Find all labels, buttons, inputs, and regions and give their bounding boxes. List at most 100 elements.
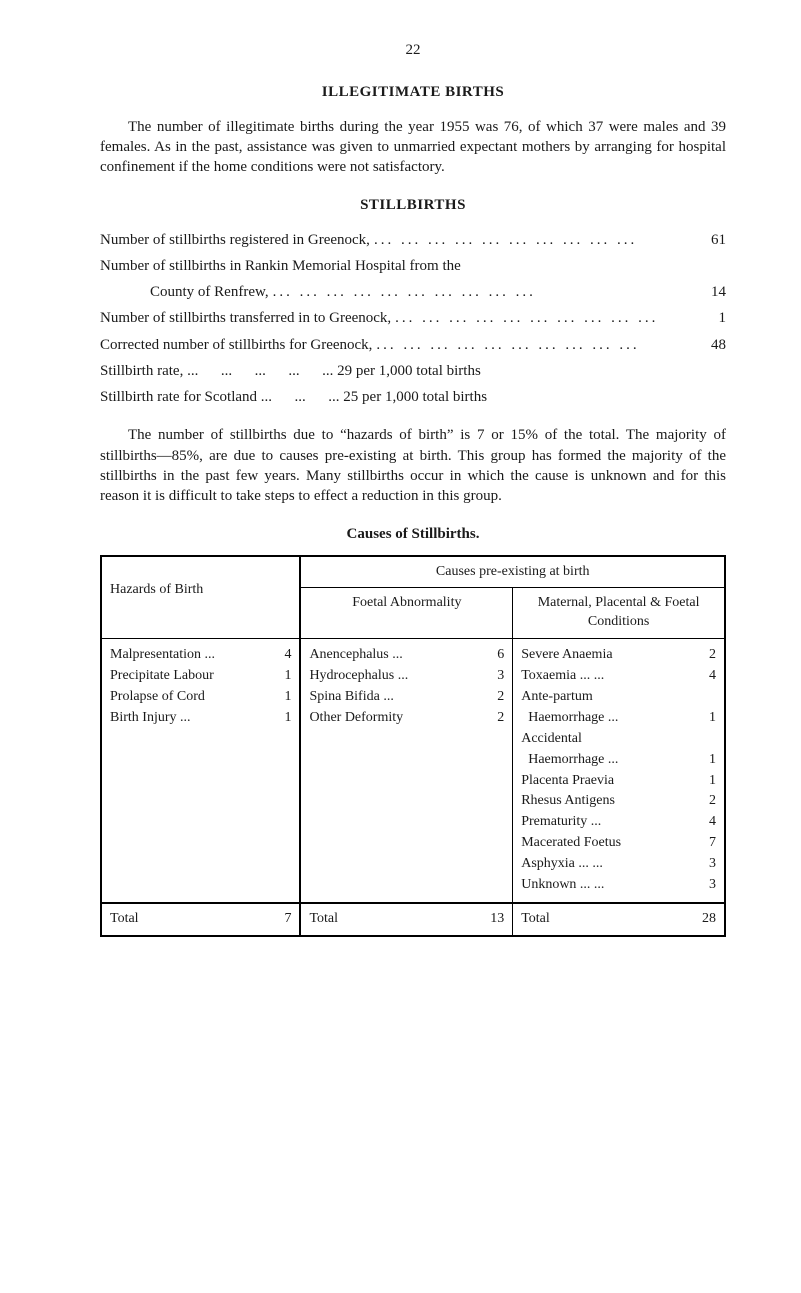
row-value [702,730,716,749]
total-foetal-cell: Total 13 [300,903,512,936]
causes-table: Hazards of Birth Causes pre-existing at … [100,555,726,937]
th-foetal-abnormality: Foetal Abnormality [300,588,512,639]
foetal-cell: Anencephalus ...6Hydrocephalus ...3Spina… [300,639,512,903]
row-label: Precipitate Labour [110,667,271,686]
table-row: Spina Bifida ... 2 [309,687,504,708]
row-label: Prolapse of Cord [110,688,271,707]
stat-label: Corrected number of stillbirths for Gree… [100,335,372,355]
row-value: 2 [490,688,504,707]
stat-value: 61 [696,230,726,250]
row-label: Severe Anaemia [521,646,696,665]
row-label: Rhesus Antigens [521,792,696,811]
row-label: Placenta Praevia [521,772,696,791]
stat-row: Stillbirth rate for Scotland ... ... ...… [100,387,726,407]
row-value: 4 [277,646,291,665]
th-causes-top: Causes pre-existing at birth [300,556,725,588]
row-value: 2 [490,709,504,728]
table-row: Accidental [521,729,716,750]
stat-value: 48 [696,335,726,355]
total-maternal-cell: Total 28 [513,903,725,936]
row-value: 2 [702,792,716,811]
table-row: Asphyxia ... ... 3 [521,854,716,875]
row-value: 4 [702,813,716,832]
stat-label: Number of stillbirths transferred in to … [100,308,391,328]
stat-label: Number of stillbirths registered in Gree… [100,230,370,250]
total-hazards-cell: Total 7 [101,903,300,936]
row-value: 4 [702,667,716,686]
row-value: 6 [490,646,504,665]
maternal-cell: Severe Anaemia2Toxaemia ... ...4Ante-par… [513,639,725,903]
row-label: Haemorrhage ... [521,709,696,728]
row-value: 1 [702,751,716,770]
stat-dots: ... ... ... ... ... ... ... ... ... ... [370,230,696,250]
row-value: 7 [702,834,716,853]
row-label: Anencephalus ... [309,646,484,665]
illegitimate-paragraph: The number of illegitimate births during… [100,117,726,178]
table-row: Unknown ... ... 3 [521,875,716,896]
stat-value: 1 [696,308,726,328]
stat-row: County of Renfrew, ... ... ... ... ... .… [100,282,726,302]
row-label: Birth Injury ... [110,709,271,728]
row-value: 3 [702,876,716,895]
table-row: Hydrocephalus ... 3 [309,666,504,687]
stat-row: Number of stillbirths registered in Gree… [100,230,726,250]
illegitimate-title: ILLEGITIMATE BIRTHS [100,82,726,102]
row-value: 3 [490,667,504,686]
table-title: Causes of Stillbirths. [100,524,726,544]
row-label: Hydrocephalus ... [309,667,484,686]
stat-label: County of Renfrew, [150,282,269,302]
table-row: Precipitate Labour 1 [110,666,291,687]
row-value: 1 [277,667,291,686]
table-row: Prolapse of Cord 1 [110,687,291,708]
total-maternal-value: 28 [702,910,716,929]
stat-label: Number of stillbirths in Rankin Memorial… [100,258,461,274]
th-maternal: Maternal, Placental & Foetal Conditions [513,588,725,639]
table-row: Severe Anaemia 2 [521,645,716,666]
total-label: Total [309,910,338,929]
stillbirths-paragraph: The number of stillbirths due to “hazard… [100,425,726,506]
stillbirths-stats: Number of stillbirths registered in Gree… [100,230,726,408]
table-row: Anencephalus ... 6 [309,645,504,666]
table-row: Birth Injury ... 1 [110,708,291,729]
stat-dots: ... ... ... ... ... ... ... ... ... ... [269,282,696,302]
th-hazards-label: Hazards of Birth [110,582,203,597]
row-label: Malpresentation ... [110,646,271,665]
page-number: 22 [100,40,726,60]
row-label: Ante-partum [521,688,696,707]
row-label: Asphyxia ... ... [521,855,696,874]
stat-row: Number of stillbirths in Rankin Memorial… [100,256,726,276]
table-row: Prematurity ... 4 [521,812,716,833]
table-row: Haemorrhage ... 1 [521,708,716,729]
table-row: Macerated Foetus 7 [521,833,716,854]
table-row: Ante-partum [521,687,716,708]
stat-dots: ... ... ... ... ... ... ... ... ... ... [391,308,696,328]
stillbirths-title: STILLBIRTHS [100,195,726,215]
row-label: Unknown ... ... [521,876,696,895]
row-label: Macerated Foetus [521,834,696,853]
hazards-cell: Malpresentation ...4Precipitate Labour1P… [101,639,300,903]
table-row: Malpresentation ... 4 [110,645,291,666]
row-label: Spina Bifida ... [309,688,484,707]
total-label: Total [110,910,139,929]
total-hazards-value: 7 [284,910,291,929]
row-label: Haemorrhage ... [521,751,696,770]
stat-row: Number of stillbirths transferred in to … [100,308,726,328]
row-value: 1 [277,709,291,728]
total-label: Total [521,910,550,929]
stat-row: Stillbirth rate, ... ... ... ... ... 29 … [100,361,726,381]
row-value: 2 [702,646,716,665]
row-value: 3 [702,855,716,874]
row-value [702,688,716,707]
total-foetal-value: 13 [490,910,504,929]
row-label: Prematurity ... [521,813,696,832]
stat-dots: ... ... ... ... ... ... ... ... ... ... [372,335,696,355]
row-value: 1 [277,688,291,707]
stat-row: Corrected number of stillbirths for Gree… [100,335,726,355]
row-value: 1 [702,709,716,728]
table-row: Toxaemia ... ...4 [521,666,716,687]
row-label: Accidental [521,730,696,749]
table-row: Haemorrhage ... 1 [521,750,716,771]
stat-value: 14 [696,282,726,302]
row-value: 1 [702,772,716,791]
row-label: Other Deformity [309,709,484,728]
